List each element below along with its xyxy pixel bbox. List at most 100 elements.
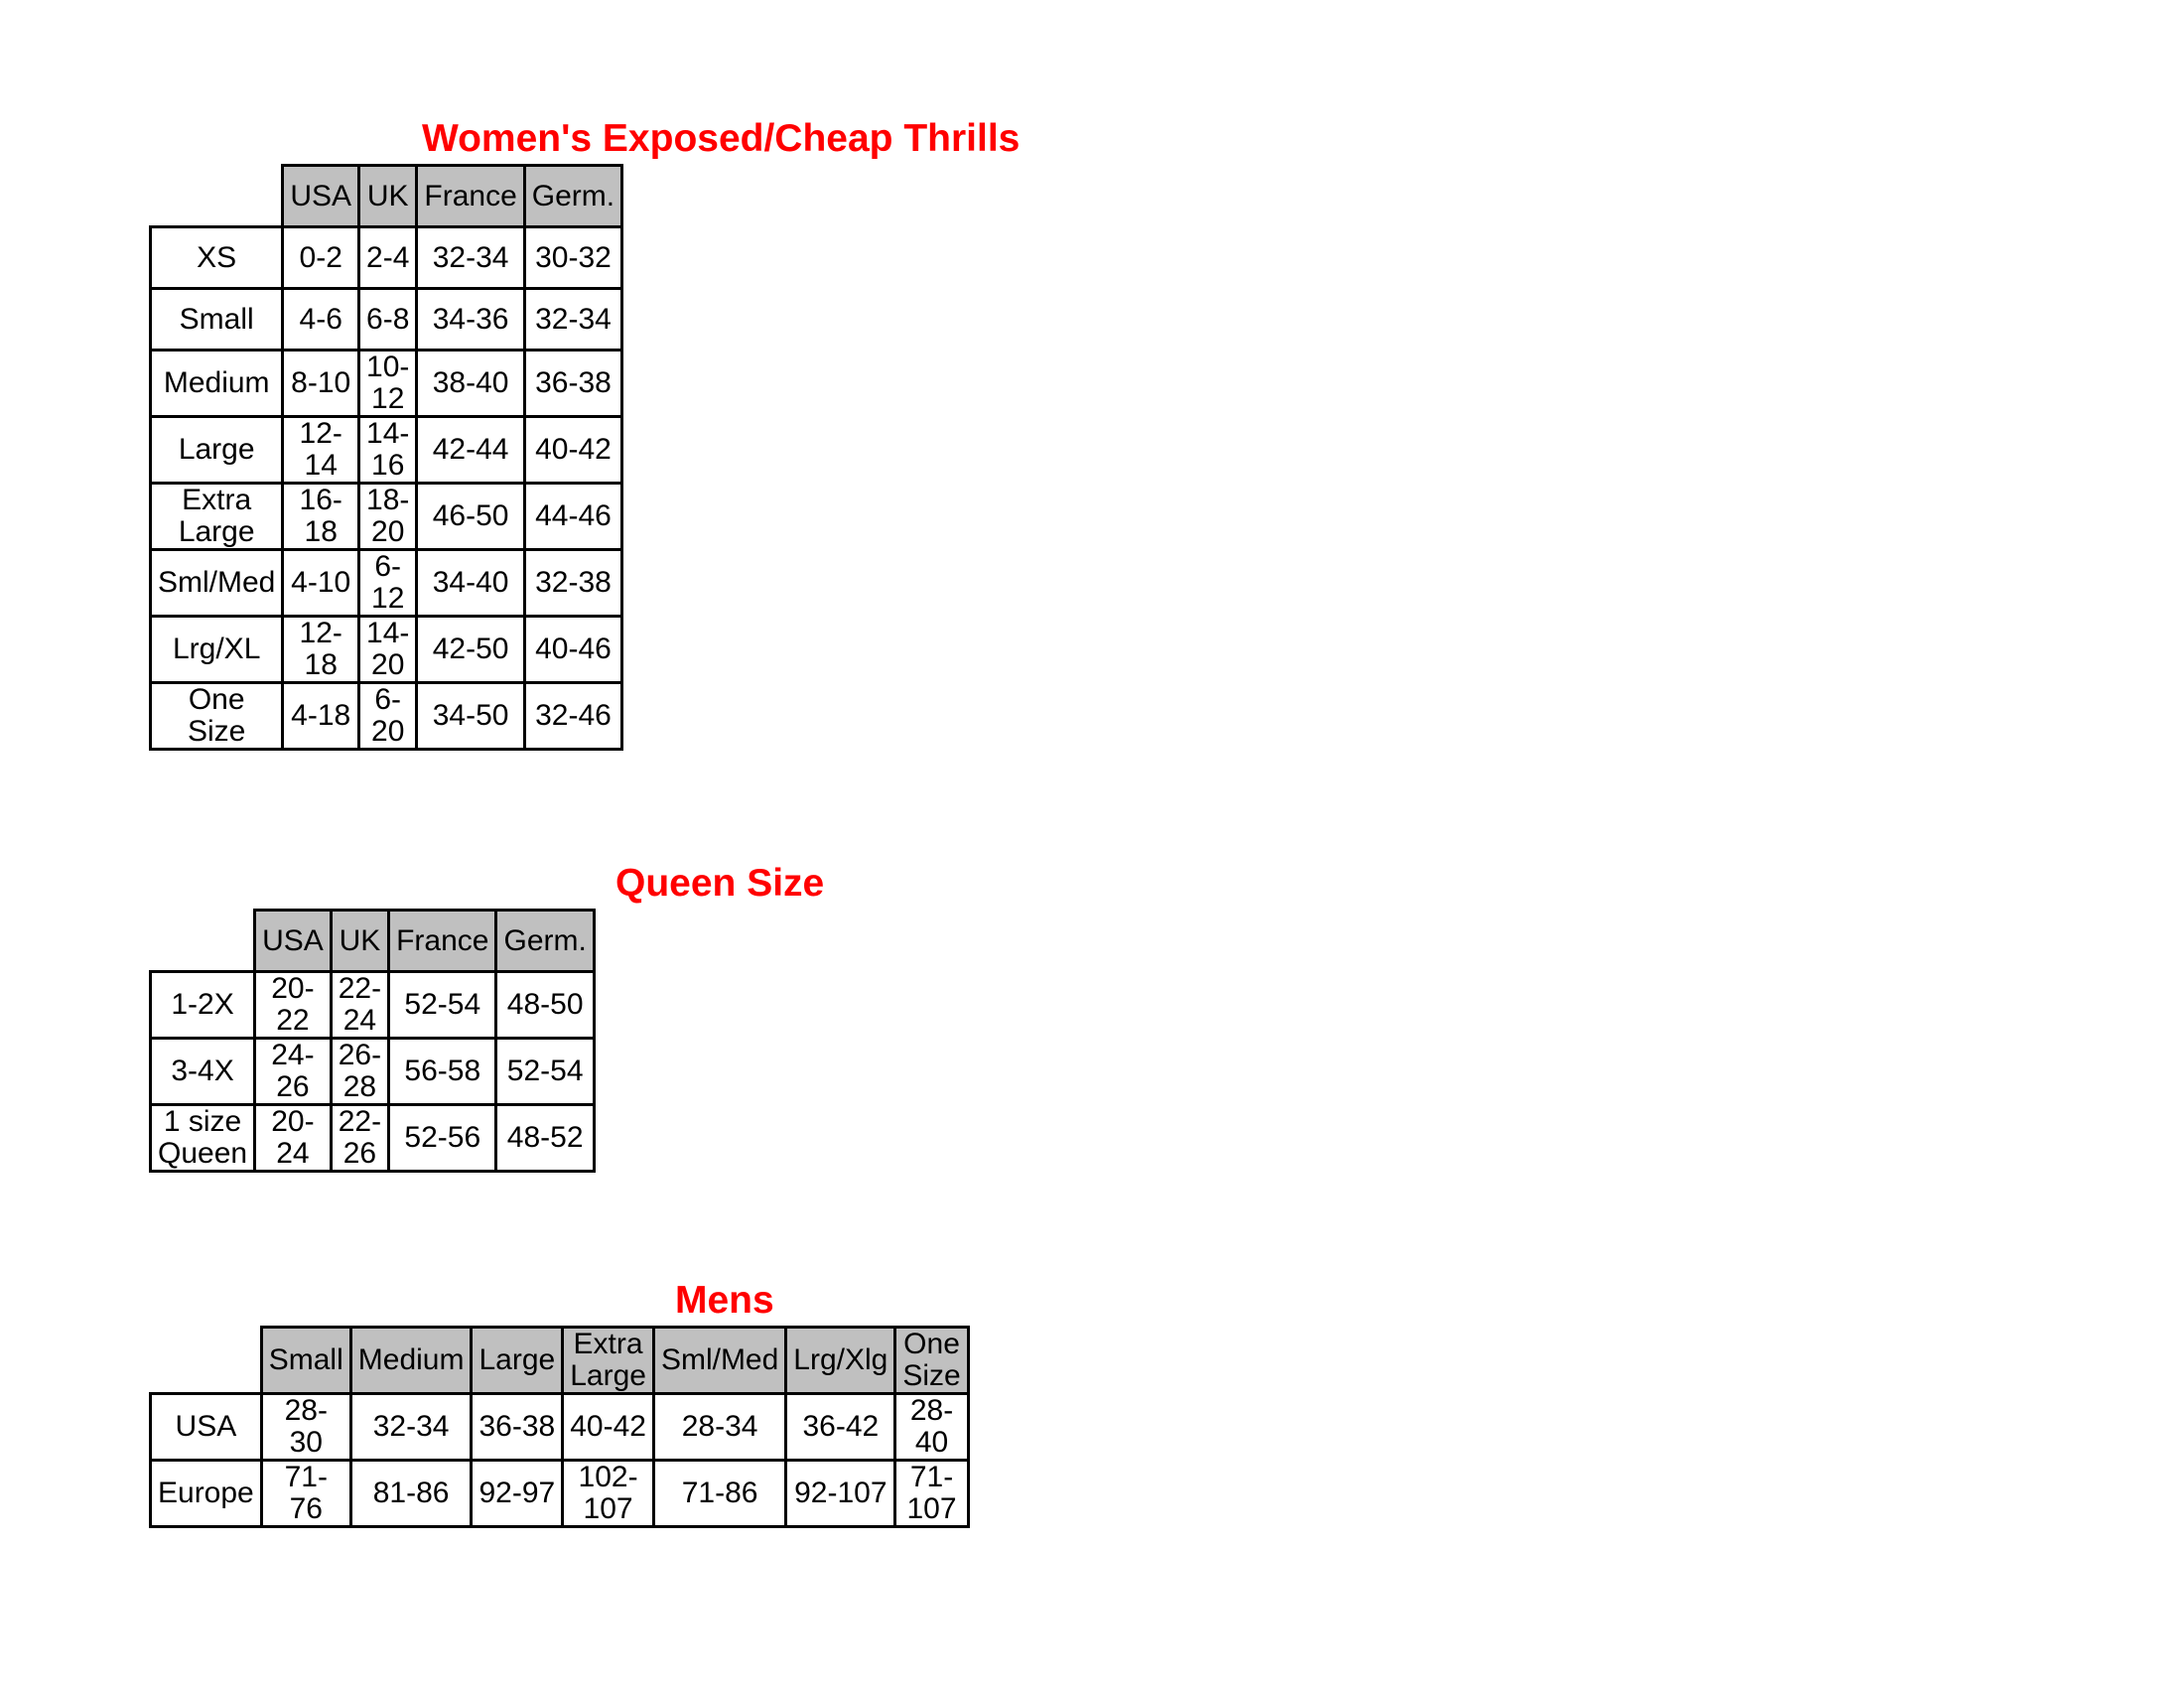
row-label: One Size (148, 681, 285, 751)
table-cell: 71-107 (893, 1459, 970, 1528)
column-header-lrg-xlg: Lrg/Xlg (784, 1326, 897, 1395)
table-row: One Size 4-18 6-20 34-50 32-46 (148, 681, 624, 751)
size-table-womens: USA UK France Germ. XS 0-2 2-4 32-34 30-… (148, 164, 624, 751)
section-title-mens: Mens (675, 1279, 774, 1322)
corner-blank-cell (151, 911, 255, 972)
table-cell: 71-86 (651, 1459, 788, 1528)
row-label: Medium (148, 349, 285, 418)
column-header-germ: Germ. (522, 164, 624, 228)
table-row: Medium 8-10 10-12 38-40 36-38 (148, 349, 624, 418)
table-cell: 30-32 (522, 225, 624, 290)
table-cell: 40-42 (522, 415, 624, 485)
row-label: Extra Large (148, 482, 285, 551)
table-cell: 8-10 (281, 349, 361, 418)
row-label: 1 size Queen (148, 1103, 257, 1173)
table-cell: 6-8 (357, 287, 419, 352)
table-row: 1 size Queen 20-24 22-26 52-56 48-52 (148, 1103, 596, 1173)
table-row: Small 4-6 6-8 34-36 32-34 (148, 287, 624, 352)
table-row: 1-2X 20-22 22-24 52-54 48-50 (148, 970, 596, 1040)
table-header-row: Small Medium Large Extra Large Sml/Med L… (151, 1326, 970, 1395)
row-label: 1-2X (148, 970, 257, 1040)
column-header-medium: Medium (348, 1326, 474, 1395)
table-cell: 44-46 (522, 482, 624, 551)
table-cell: 20-22 (253, 970, 333, 1040)
row-label: Large (148, 415, 285, 485)
table-cell: 46-50 (415, 482, 526, 551)
size-table-mens: Small Medium Large Extra Large Sml/Med L… (149, 1326, 970, 1528)
table-row: 3-4X 24-26 26-28 56-58 52-54 (148, 1037, 596, 1106)
table-cell: 12-18 (281, 615, 361, 684)
table-cell: 102-107 (561, 1459, 655, 1528)
table-cell: 48-52 (494, 1103, 596, 1173)
column-header-sml-med: Sml/Med (651, 1326, 788, 1395)
column-header-large: Large (470, 1326, 565, 1395)
table-row: XS 0-2 2-4 32-34 30-32 (148, 225, 624, 290)
table-cell: 10-12 (357, 349, 419, 418)
table-row: Europe 71-76 81-86 92-97 102-107 71-86 9… (149, 1459, 970, 1528)
table-cell: 52-54 (494, 1037, 596, 1106)
table-cell: 16-18 (281, 482, 361, 551)
table-cell: 28-30 (259, 1392, 352, 1462)
table-cell: 4-6 (281, 287, 361, 352)
row-label: USA (149, 1392, 263, 1462)
row-label: 3-4X (148, 1037, 257, 1106)
row-label: Europe (149, 1459, 263, 1528)
table-cell: 2-4 (357, 225, 419, 290)
table-cell: 28-40 (893, 1392, 970, 1462)
table-cell: 28-34 (651, 1392, 788, 1462)
table-cell: 20-24 (253, 1103, 333, 1173)
column-header-uk: UK (329, 909, 391, 973)
table-cell: 34-36 (415, 287, 526, 352)
column-header-uk: UK (357, 164, 419, 228)
table-cell: 36-38 (470, 1392, 565, 1462)
column-header-one-size: One Size (893, 1326, 970, 1395)
section-title-queen: Queen Size (615, 862, 825, 905)
size-table-queen: USA UK France Germ. 1-2X 20-22 22-24 52-… (148, 909, 596, 1173)
table-cell: 6-12 (357, 548, 419, 618)
column-header-france: France (387, 909, 498, 973)
table-cell: 32-38 (522, 548, 624, 618)
table-cell: 38-40 (415, 349, 526, 418)
row-label: Sml/Med (148, 548, 285, 618)
table-cell: 0-2 (281, 225, 361, 290)
table-cell: 26-28 (329, 1037, 391, 1106)
table-cell: 22-24 (329, 970, 391, 1040)
table-cell: 42-44 (415, 415, 526, 485)
table-cell: 32-34 (522, 287, 624, 352)
column-header-germ: Germ. (494, 909, 596, 973)
column-header-extra-large: Extra Large (561, 1326, 655, 1395)
table-cell: 18-20 (357, 482, 419, 551)
table-cell: 36-42 (784, 1392, 897, 1462)
section-title-womens: Women's Exposed/Cheap Thrills (422, 117, 1021, 160)
table-cell: 32-34 (348, 1392, 474, 1462)
table-cell: 4-10 (281, 548, 361, 618)
column-header-usa: USA (281, 164, 361, 228)
table-cell: 92-107 (784, 1459, 897, 1528)
column-header-france: France (415, 164, 526, 228)
table-cell: 52-56 (387, 1103, 498, 1173)
table-cell: 12-14 (281, 415, 361, 485)
corner-blank-cell (151, 1328, 262, 1394)
corner-blank-cell (151, 166, 283, 227)
column-header-small: Small (259, 1326, 352, 1395)
table-cell: 14-20 (357, 615, 419, 684)
table-row: Extra Large 16-18 18-20 46-50 44-46 (148, 482, 624, 551)
table-cell: 22-26 (329, 1103, 391, 1173)
table-cell: 32-34 (415, 225, 526, 290)
table-row: USA 28-30 32-34 36-38 40-42 28-34 36-42 … (149, 1392, 970, 1462)
table-cell: 42-50 (415, 615, 526, 684)
table-cell: 52-54 (387, 970, 498, 1040)
table-cell: 14-16 (357, 415, 419, 485)
table-row: Large 12-14 14-16 42-44 40-42 (148, 415, 624, 485)
column-header-usa: USA (253, 909, 333, 973)
table-cell: 71-76 (259, 1459, 352, 1528)
table-cell: 40-46 (522, 615, 624, 684)
table-cell: 92-97 (470, 1459, 565, 1528)
table-cell: 34-40 (415, 548, 526, 618)
table-row: Sml/Med 4-10 6-12 34-40 32-38 (148, 548, 624, 618)
row-label: XS (148, 225, 285, 290)
row-label: Lrg/XL (148, 615, 285, 684)
table-cell: 40-42 (561, 1392, 655, 1462)
table-cell: 24-26 (253, 1037, 333, 1106)
